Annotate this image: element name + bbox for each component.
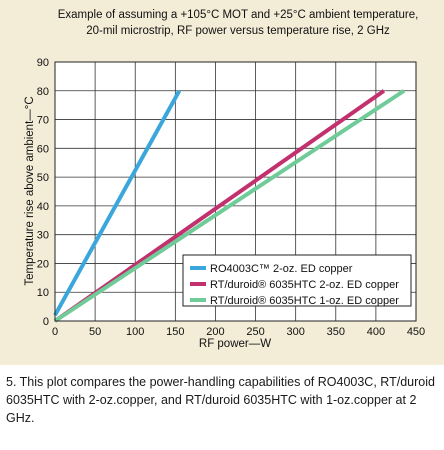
y-axis-title: Temperature rise above ambient—°C xyxy=(24,96,36,285)
series-line-6035htc-1oz xyxy=(53,89,406,323)
series-line-ro4003c-2oz xyxy=(53,89,182,317)
x-tick-label: 250 xyxy=(246,326,264,338)
x-tick-label: 300 xyxy=(286,326,304,338)
y-tick-label: 70 xyxy=(37,115,49,127)
y-tick-label: 90 xyxy=(37,57,49,69)
y-tick-label: 80 xyxy=(37,86,49,98)
x-tick-label: 400 xyxy=(367,326,385,338)
y-tick-label: 40 xyxy=(37,201,49,213)
x-axis-title: RF power—W xyxy=(199,338,271,350)
series-layer xyxy=(53,89,406,323)
chart-title-line-2: 20-mil microstrip, RF power versus tempe… xyxy=(86,25,390,37)
x-tick-label: 450 xyxy=(407,326,425,338)
y-tick-label: 30 xyxy=(37,230,49,242)
y-tick-label: 10 xyxy=(37,287,49,299)
x-tick-label: 50 xyxy=(89,326,101,338)
x-tick-label: 100 xyxy=(126,326,144,338)
y-axis-ticks: 0 10 20 30 40 50 60 70 80 90 xyxy=(37,57,49,328)
legend-box xyxy=(182,254,412,307)
y-tick-label: 0 xyxy=(43,316,49,328)
figure-caption: 5. This plot compares the power-handling… xyxy=(6,375,435,425)
legend-label: RT/duroid® 6035HTC 2-oz. ED copper xyxy=(210,279,399,291)
y-tick-label: 50 xyxy=(37,172,49,184)
x-tick-label: 200 xyxy=(206,326,224,338)
legend-label: RT/duroid® 6035HTC 1-oz. ED copper xyxy=(210,295,399,307)
x-axis-ticks: 0 50 100 150 200 250 300 350 400 450 xyxy=(52,326,425,338)
y-tick-label: 20 xyxy=(37,258,49,270)
chart-figure: Example of assuming a +105°C MOT and +25… xyxy=(0,0,444,365)
y-tick-label: 60 xyxy=(37,143,49,155)
x-tick-label: 0 xyxy=(52,326,58,338)
x-tick-label: 350 xyxy=(327,326,345,338)
legend: RO4003C™ 2-oz. ED copper RT/duroid® 6035H… xyxy=(182,254,412,307)
chart-title-line-1: Example of assuming a +105°C MOT and +25… xyxy=(58,9,419,21)
line-chart: Example of assuming a +105°C MOT and +25… xyxy=(24,9,425,350)
x-tick-label: 150 xyxy=(166,326,184,338)
legend-label: RO4003C™ 2-oz. ED copper xyxy=(210,263,353,275)
plot-frame xyxy=(54,61,417,322)
